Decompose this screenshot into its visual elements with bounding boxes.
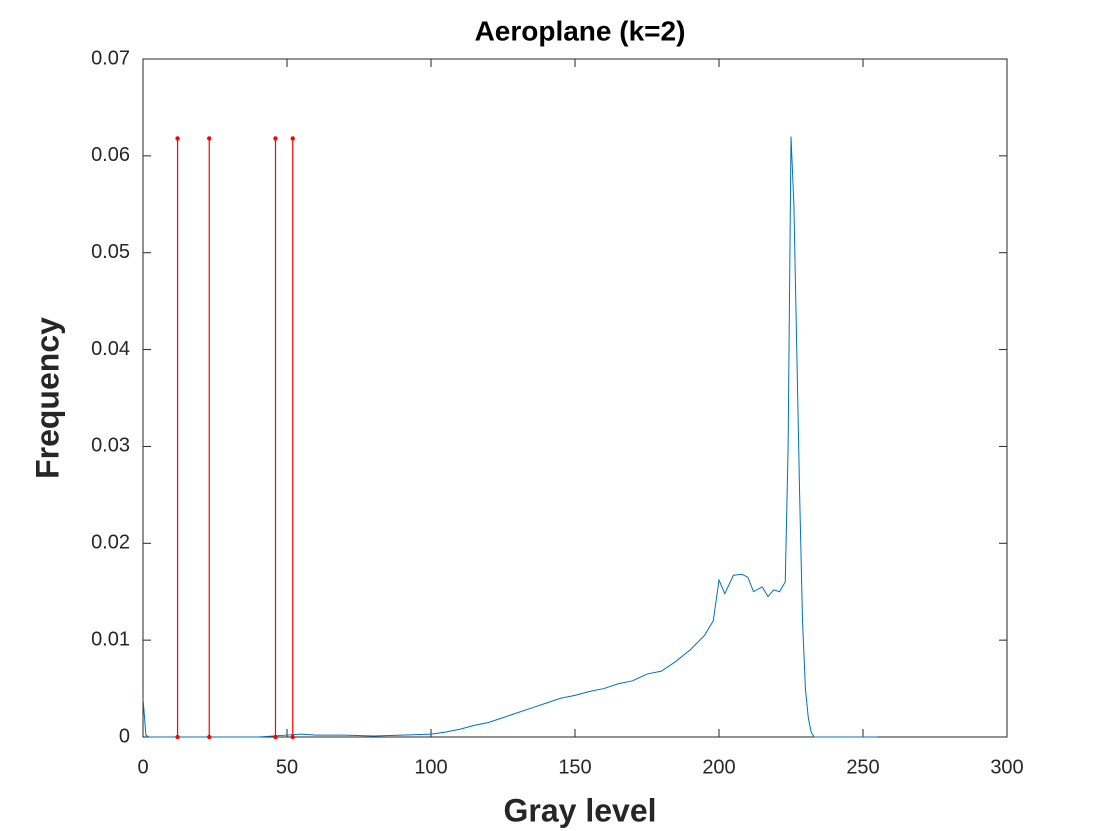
x-axis-label: Gray level xyxy=(504,792,657,828)
x-tick-label: 50 xyxy=(276,756,298,778)
stem-base xyxy=(290,734,295,740)
stem-top xyxy=(207,136,212,141)
x-tick-label: 300 xyxy=(990,756,1023,778)
x-tick-label: 0 xyxy=(137,756,148,778)
stem-top xyxy=(290,136,295,141)
stem-top xyxy=(175,136,180,141)
y-tick-label: 0 xyxy=(119,725,130,747)
y-axis-label: Frequency xyxy=(29,317,65,479)
y-tick-label: 0.05 xyxy=(91,241,130,263)
y-tick-label: 0.07 xyxy=(91,47,130,69)
y-tick-label: 0.04 xyxy=(91,338,130,360)
x-tick-label: 100 xyxy=(414,756,447,778)
x-tick-label: 200 xyxy=(702,756,735,778)
stem-base xyxy=(207,734,212,740)
y-tick-label: 0.01 xyxy=(91,628,130,650)
histogram-line xyxy=(142,136,878,738)
x-tick-label: 250 xyxy=(846,756,879,778)
chart-title: Aeroplane (k=2) xyxy=(475,15,686,46)
stem-top xyxy=(273,136,278,141)
y-tick-label: 0.06 xyxy=(91,144,130,166)
stem-base xyxy=(175,734,180,740)
y-tick-label: 0.02 xyxy=(91,532,130,554)
stem-base xyxy=(273,734,278,740)
y-tick-label: 0.03 xyxy=(91,435,130,457)
x-tick-label: 150 xyxy=(558,756,591,778)
